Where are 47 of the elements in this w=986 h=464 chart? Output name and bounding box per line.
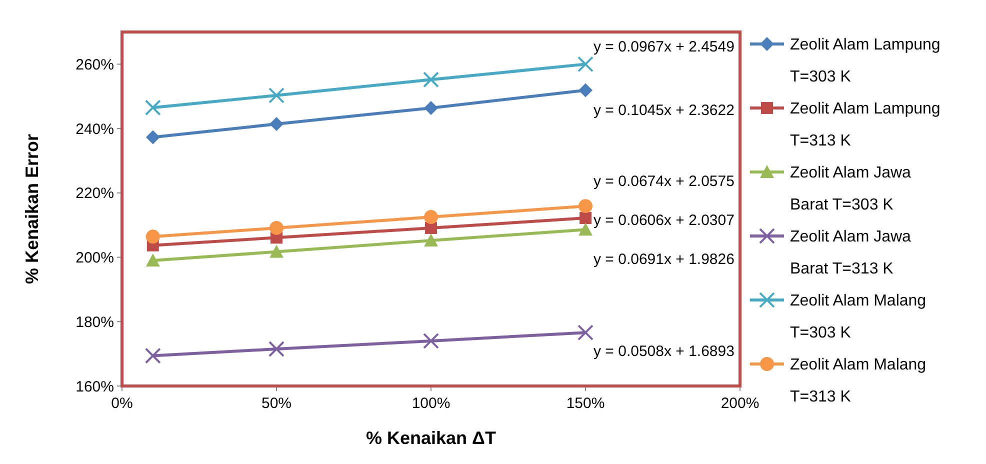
point	[270, 117, 284, 132]
point	[146, 253, 160, 266]
point	[144, 348, 161, 364]
point	[578, 324, 594, 341]
y-tick-label: 160%	[76, 378, 114, 396]
y-tick-label: 200%	[76, 250, 114, 267]
point	[268, 340, 284, 357]
legend-label: Zeolit Alam Lampung T=303 K	[790, 36, 940, 86]
x-tick-label: 200%	[720, 395, 760, 412]
annotation: y = 0.0606x + 2.0307	[594, 212, 734, 229]
point	[144, 100, 161, 116]
point	[578, 56, 594, 72]
x-tick-label: 150%	[566, 395, 605, 412]
y-tick-label: 180%	[76, 314, 114, 331]
point	[146, 130, 160, 144]
point	[578, 199, 592, 214]
point	[424, 210, 438, 224]
y-tick-label: 260%	[76, 56, 114, 74]
y-axis-title: % Kenaikan Error	[22, 134, 42, 284]
legend-label: Zeolit Alam Malang T=303 K	[790, 292, 926, 342]
x-tick-label: 0%	[111, 395, 133, 412]
point	[423, 72, 439, 88]
annotation: y = 0.0508x + 1.6893	[594, 342, 734, 360]
annotation: y = 0.0674x + 2.0575	[594, 172, 734, 190]
legend-label: Zeolit Alam Malang T=313 K	[790, 356, 926, 406]
annotation: y = 0.0691x + 1.9826	[594, 250, 734, 268]
point	[580, 212, 592, 224]
point	[578, 83, 592, 98]
annotation: y = 0.1045x + 2.3622	[594, 102, 734, 120]
legend-label: Zeolit Alam Jawa Barat T=303 K	[790, 164, 912, 214]
point	[425, 222, 437, 234]
x-tick-label: 100%	[412, 395, 450, 412]
x-tick-label: 50%	[261, 395, 292, 412]
point	[423, 332, 439, 349]
point	[270, 220, 284, 235]
point	[578, 222, 592, 236]
legend-label: Zeolit Alam Jawa Barat T=313 K	[790, 228, 912, 278]
point	[146, 230, 160, 244]
point	[424, 234, 438, 247]
point	[424, 100, 438, 115]
legend-label: Zeolit Alam Lampung T=313 K	[790, 100, 940, 150]
y-tick-label: 220%	[76, 185, 114, 202]
point	[268, 87, 284, 104]
point	[270, 244, 284, 258]
y-tick-label: 240%	[76, 120, 114, 138]
annotation: y = 0.0967x + 2.4549	[594, 38, 734, 56]
x-axis-title: % Kenaikan ΔT	[366, 428, 496, 448]
